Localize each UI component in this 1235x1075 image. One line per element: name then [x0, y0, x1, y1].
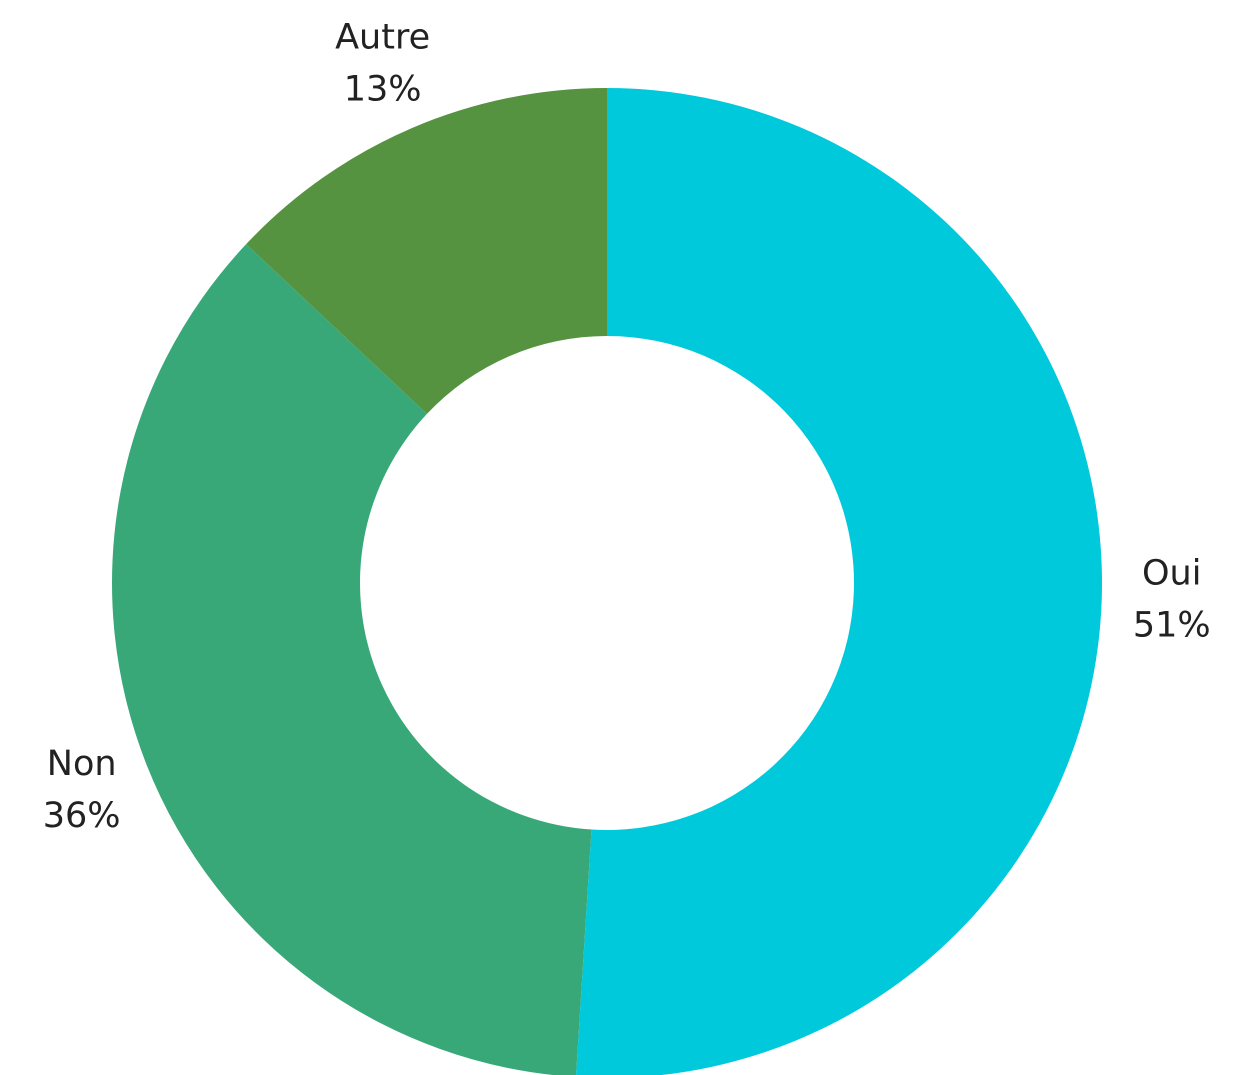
slice-value-label: 36%	[43, 796, 121, 836]
slice-category-label: Oui	[1142, 554, 1201, 594]
donut-slice	[576, 88, 1103, 1075]
slice-category-label: Autre	[335, 17, 430, 57]
donut-slice	[246, 88, 607, 414]
donut-slice	[112, 244, 592, 1075]
slice-category-label: Non	[47, 744, 117, 784]
slice-value-label: 51%	[1133, 606, 1211, 646]
slice-value-label: 13%	[344, 69, 422, 109]
